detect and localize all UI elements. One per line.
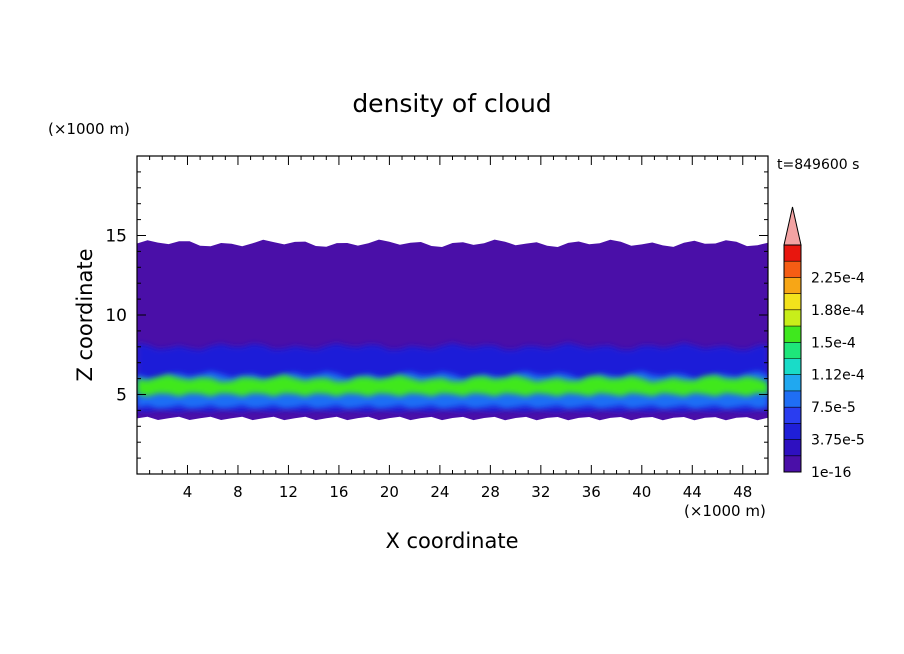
x-tick-label: 32 [531, 483, 550, 501]
colorbar-swatch [784, 358, 801, 376]
colorbar-swatch [784, 374, 801, 392]
x-tick-label: 4 [183, 483, 193, 501]
colorbar-tick-label: 1.12e-4 [811, 368, 865, 384]
colorbar-over-arrow [783, 206, 802, 246]
x-tick-label: 48 [733, 483, 752, 501]
density-layer [137, 374, 768, 397]
x-tick-label: 8 [233, 483, 243, 501]
x-tick-label: 24 [430, 483, 449, 501]
y-tick-label: 5 [116, 386, 127, 406]
colorbar-swatch [784, 293, 801, 311]
colorbar-swatch [784, 423, 801, 440]
y-axis-label: Z coordinate [73, 248, 97, 381]
colorbar-swatch [784, 455, 801, 473]
x-tick-label: 12 [279, 483, 298, 501]
colorbar-tick-label: 2.25e-4 [811, 270, 865, 286]
y-tick-label: 10 [105, 306, 127, 326]
y-axis-ticks: 5 10 15 [105, 171, 768, 459]
colorbar-tick-label: 1.5e-4 [811, 335, 856, 351]
x-unit-label: (×1000 m) [684, 502, 766, 520]
colorbar-swatch [784, 309, 801, 327]
x-tick-label: 20 [380, 483, 399, 501]
y-unit-label: (×1000 m) [48, 120, 130, 138]
colorbar-swatch [784, 261, 801, 278]
x-tick-label: 40 [632, 483, 651, 501]
time-label: t=849600 s [777, 157, 859, 173]
colorbar-swatch [784, 277, 801, 294]
colorbar-swatch [784, 326, 801, 343]
colorbar-swatch [784, 407, 801, 424]
colorbar-tick-label: 1e-16 [811, 465, 851, 481]
density-field [137, 239, 768, 421]
colorbar-tick-label: 7.5e-5 [811, 400, 856, 416]
y-tick-label: 15 [105, 227, 127, 247]
colorbar-swatch [784, 390, 801, 408]
colorbar-swatch [784, 245, 801, 262]
colorbar-tick-label: 3.75e-5 [811, 433, 865, 449]
x-tick-label: 16 [329, 483, 348, 501]
x-axis-label: X coordinate [385, 529, 518, 553]
colorbar-swatch [784, 439, 801, 457]
chart-title: density of cloud [352, 89, 551, 118]
x-tick-label: 28 [481, 483, 500, 501]
x-tick-label: 36 [582, 483, 601, 501]
colorbar-swatch [784, 342, 801, 359]
colorbar: 1e-16 3.75e-5 7.5e-5 1.12e-4 1.5e-4 1.88e-4 2.… [783, 206, 865, 481]
x-tick-label: 44 [683, 483, 702, 501]
colorbar-tick-label: 1.88e-4 [811, 303, 865, 319]
x-axis-ticks: 4 8 12 16 20 24 28 32 36 40 44 48 [149, 156, 756, 501]
